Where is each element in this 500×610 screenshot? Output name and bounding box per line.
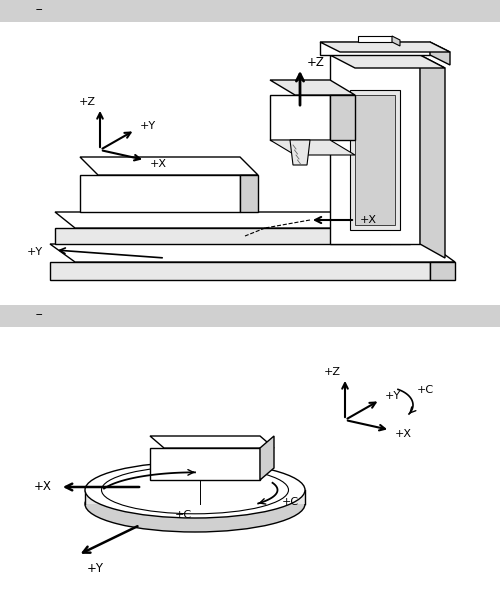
Ellipse shape (85, 462, 305, 518)
Text: +X: +X (395, 429, 412, 439)
Polygon shape (270, 80, 355, 95)
Text: +Y: +Y (385, 391, 401, 401)
Text: +X: +X (360, 215, 377, 225)
Text: +Y: +Y (86, 562, 104, 575)
Text: +Z: +Z (79, 97, 96, 107)
Text: +C: +C (282, 497, 299, 507)
Polygon shape (430, 262, 455, 280)
Polygon shape (355, 95, 395, 225)
Text: +X: +X (150, 159, 167, 169)
Polygon shape (330, 55, 445, 68)
Polygon shape (330, 95, 355, 140)
Bar (0, 327, 500, 610)
Polygon shape (350, 90, 400, 230)
Polygon shape (55, 212, 410, 228)
Text: X – Y  工作台时: X – Y 工作台时 (8, 9, 154, 13)
Text: +Y: +Y (140, 121, 156, 131)
Polygon shape (260, 436, 274, 480)
Polygon shape (320, 42, 430, 55)
Polygon shape (80, 175, 240, 212)
Bar (0, 305, 500, 327)
Polygon shape (50, 244, 455, 262)
Polygon shape (55, 228, 390, 244)
Text: +Y: +Y (27, 247, 43, 257)
Text: +Z: +Z (307, 57, 325, 70)
Text: +C: +C (417, 385, 434, 395)
Bar (0, 22, 500, 305)
Polygon shape (270, 140, 355, 155)
Ellipse shape (85, 476, 305, 532)
Polygon shape (290, 140, 310, 165)
Polygon shape (270, 95, 330, 140)
Text: +Z: +Z (324, 367, 341, 377)
Text: +X: +X (34, 481, 52, 493)
Polygon shape (80, 157, 258, 175)
Bar (0, 0, 500, 22)
Polygon shape (150, 448, 260, 480)
Polygon shape (420, 55, 445, 258)
Text: +C: +C (174, 510, 192, 520)
Text: X – Y& 旋转工作台时: X – Y& 旋转工作台时 (8, 314, 182, 318)
Polygon shape (240, 175, 258, 212)
Polygon shape (50, 262, 430, 280)
Polygon shape (150, 436, 274, 448)
Polygon shape (320, 42, 450, 52)
Polygon shape (430, 42, 450, 65)
Polygon shape (392, 36, 400, 46)
Polygon shape (330, 55, 420, 244)
Polygon shape (390, 228, 410, 244)
Polygon shape (358, 36, 392, 42)
Polygon shape (85, 490, 305, 504)
